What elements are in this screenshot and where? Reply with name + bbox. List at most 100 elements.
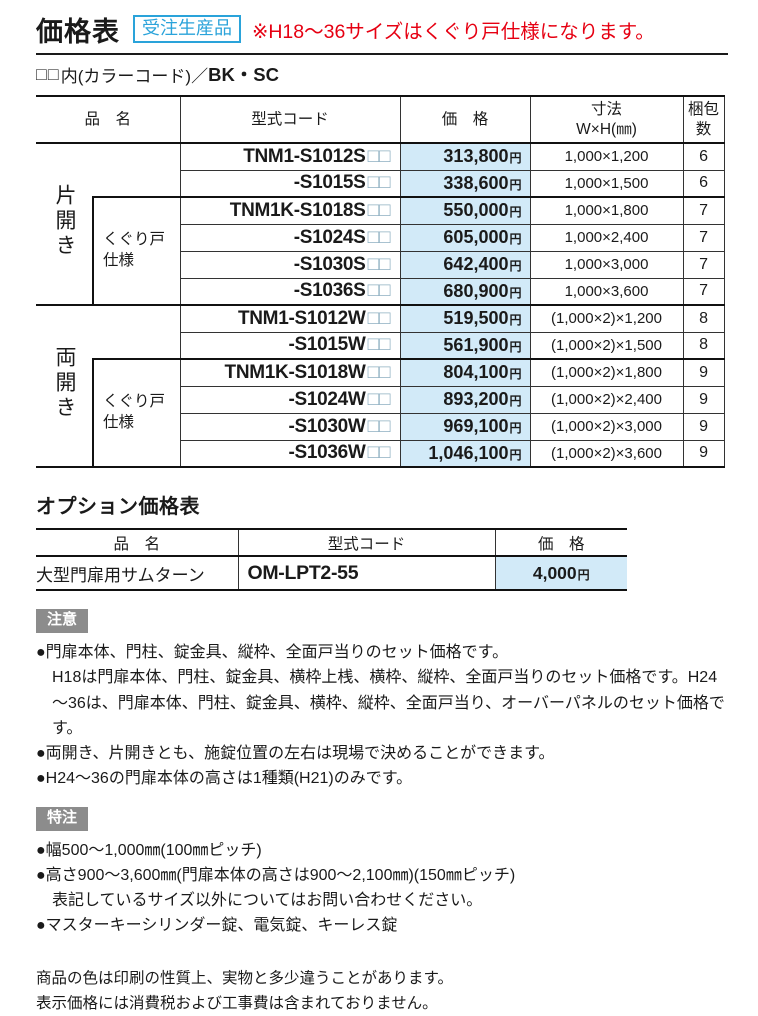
model-code-cell: TNM1-S1012W □□	[179, 305, 401, 333]
subgroup-empty-cell	[93, 143, 181, 198]
price-cell: 561,900円	[399, 332, 531, 360]
color-code-placeholder: □□	[367, 145, 391, 167]
page-title: 価格表	[36, 16, 120, 47]
pack-qty-cell: 9	[683, 440, 725, 468]
table-row: -S1015W □□ 561,900円 (1,000×2)×1,500 8	[36, 332, 725, 360]
model-code-cell: TNM1K-S1018W □□	[179, 359, 401, 387]
group-label-single: 片開き	[36, 143, 93, 306]
size-cell: (1,000×2)×1,200	[530, 305, 684, 333]
notice-item: ●両開き、片開きとも、施錠位置の左右は現場で決めることができます。	[36, 745, 555, 763]
pack-qty-cell: 7	[683, 224, 725, 252]
subgroup-empty-cell	[93, 305, 181, 360]
model-code-cell: TNM1-S1012S □□	[179, 143, 401, 171]
color-code-placeholder: □□	[367, 199, 391, 221]
pack-qty-cell: 6	[683, 170, 725, 198]
color-code-placeholder: □□	[367, 253, 391, 275]
size-cell: 1,000×2,400	[530, 224, 684, 252]
notice-item-continuation: H18は門扉本体、門柱、錠金具、横枠上桟、横枠、縦枠、全面戸当りのセット価格です…	[52, 669, 725, 737]
option-price-cell: 4,000円	[494, 556, 627, 591]
pack-qty-cell: 7	[683, 251, 725, 279]
color-code-placeholder: □□	[367, 334, 391, 356]
custom-order-list: ●幅500～1,000㎜(100㎜ピッチ) ●高さ900～3,600㎜(門扉本体…	[36, 838, 728, 939]
model-code-cell: -S1015S □□	[179, 170, 401, 198]
col-header-pack: 梱包 数	[682, 95, 725, 144]
model-code-cell: -S1024W □□	[179, 386, 401, 414]
size-cell: 1,000×3,600	[530, 278, 684, 306]
color-code-label: 内(カラーコード)／	[60, 66, 209, 86]
option-name-cell: 大型門扉用サムターン	[36, 556, 238, 591]
notice-item: ●H24～36の門扉本体の高さは1種類(H21)のみです。	[36, 770, 413, 788]
size-cell: 1,000×1,500	[530, 170, 684, 198]
color-code-line: □□ 内(カラーコード)／ BK・SC	[36, 55, 728, 95]
model-code-cell: -S1036S □□	[179, 278, 401, 306]
options-table: 品 名 型式コード 価 格 大型門扉用サムターン OM-LPT2-55 4,00…	[36, 528, 627, 591]
color-code-placeholder: □□	[367, 280, 391, 302]
pack-qty-cell: 6	[683, 143, 725, 171]
custom-item: ●マスターキーシリンダー錠、電気錠、キーレス錠	[36, 917, 398, 935]
table-row: -S1024S □□ 605,000円 1,000×2,400 7	[36, 224, 725, 252]
pack-qty-cell: 9	[683, 359, 725, 387]
model-code-cell: -S1015W □□	[179, 332, 401, 360]
options-row: 大型門扉用サムターン OM-LPT2-55 4,000円	[36, 556, 627, 591]
price-cell: 642,400円	[399, 251, 531, 279]
table-row: -S1015S □□ 338,600円 1,000×1,500 6	[36, 170, 725, 198]
price-cell: 605,000円	[399, 224, 531, 252]
color-code-placeholder: □□	[367, 442, 391, 464]
group-label-double: 両開き	[36, 305, 93, 468]
col-header-price: 価 格	[399, 95, 531, 144]
custom-item-continuation: 表記しているサイズ以外についてはお問い合わせください。	[52, 892, 483, 910]
col-header-model: 型式コード	[179, 95, 401, 144]
size-cell: (1,000×2)×1,800	[530, 359, 684, 387]
notice-list: ●門扉本体、門柱、錠金具、縦枠、全面戸当りのセット価格です。 H18は門扉本体、…	[36, 640, 728, 792]
header-divider	[36, 53, 728, 55]
size-warning-note: ※H18～36サイズはくぐり戸仕様になります。	[252, 20, 655, 43]
color-code-placeholder: □□	[36, 63, 60, 84]
price-cell: 338,600円	[399, 170, 531, 198]
price-cell: 680,900円	[399, 278, 531, 306]
price-cell: 550,000円	[399, 197, 531, 225]
model-code-cell: -S1024S □□	[179, 224, 401, 252]
pack-qty-cell: 8	[683, 332, 725, 360]
col-header-name: 品 名	[36, 95, 181, 144]
price-cell: 969,100円	[399, 413, 531, 441]
table-row: 両開き TNM1-S1012W □□ 519,500円 (1,000×2)×1,2…	[36, 305, 725, 468]
table-row: くぐり戸 仕様 TNM1K-S1018W □□ 804,100円 (1,000×2…	[36, 358, 725, 468]
subgroup-label-kuguri: くぐり戸 仕様	[91, 358, 181, 468]
color-code-placeholder: □□	[367, 307, 391, 329]
table-row: 片開き TNM1-S1012S □□ 313,800円 1,000×1,200 6	[36, 143, 725, 306]
made-to-order-badge: 受注生産品	[133, 14, 241, 44]
table-row: -S1036S □□ 680,900円 1,000×3,600 7	[36, 278, 725, 306]
size-cell: 1,000×3,000	[530, 251, 684, 279]
pack-qty-cell: 7	[683, 197, 725, 225]
table-header-row: 品 名 型式コード 価 格 寸法 W×H(㎜) 梱包 数	[36, 95, 725, 144]
size-cell: (1,000×2)×3,600	[530, 440, 684, 468]
custom-item: ●幅500～1,000㎜(100㎜ピッチ)	[36, 841, 262, 859]
custom-order-badge: 特注	[36, 806, 89, 831]
price-cell: 804,100円	[399, 359, 531, 387]
pack-qty-cell: 7	[683, 278, 725, 306]
price-table: 品 名 型式コード 価 格 寸法 W×H(㎜) 梱包 数 片開き TNM1-S1…	[36, 95, 725, 468]
price-cell: 519,500円	[399, 305, 531, 333]
price-cell: 893,200円	[399, 386, 531, 414]
table-row: -S1030S □□ 642,400円 1,000×3,000 7	[36, 251, 725, 279]
price-cell: 313,800円	[399, 143, 531, 171]
pack-qty-cell: 8	[683, 305, 725, 333]
color-code-placeholder: □□	[367, 361, 391, 383]
table-row: くぐり戸 仕様 TNM1K-S1018S □□ 550,000円 1,000×1,…	[36, 196, 725, 306]
color-code-placeholder: □□	[367, 388, 391, 410]
model-code-cell: -S1036W □□	[179, 440, 401, 468]
model-code-cell: TNM1K-S1018S □□	[179, 197, 401, 225]
table-row: -S1024W □□ 893,200円 (1,000×2)×2,400 9	[36, 386, 725, 414]
pack-qty-cell: 9	[683, 386, 725, 414]
size-cell: 1,000×1,800	[530, 197, 684, 225]
color-code-value: BK・SC	[208, 64, 279, 85]
custom-item: ●高さ900～3,600㎜(門扉本体の高さは900～2,100㎜)(150㎜ピッ…	[36, 866, 516, 884]
col-header-name: 品 名	[36, 528, 238, 557]
table-row: -S1030W □□ 969,100円 (1,000×2)×3,000 9	[36, 413, 725, 441]
model-code-cell: -S1030S □□	[179, 251, 401, 279]
col-header-price: 価 格	[494, 528, 627, 557]
color-code-placeholder: □□	[367, 226, 391, 248]
color-code-placeholder: □□	[367, 415, 391, 437]
option-model-cell: OM-LPT2-55	[237, 556, 495, 591]
